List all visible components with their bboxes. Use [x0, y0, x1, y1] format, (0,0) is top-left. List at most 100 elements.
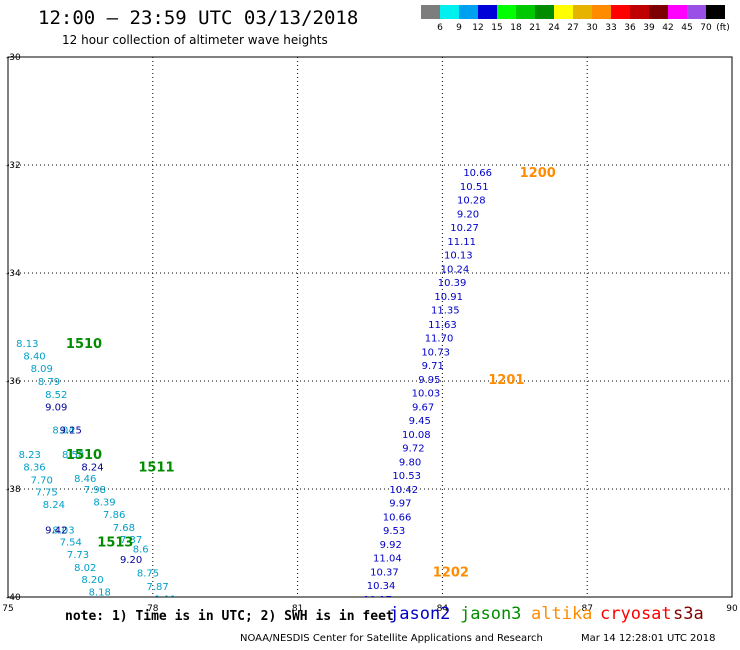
x-tick-label: 75 — [2, 604, 13, 614]
color-scale-label: 6 — [437, 23, 443, 33]
wave-height-label: 10.42 — [389, 485, 418, 496]
plot-frame — [7, 56, 733, 598]
wave-height-label: 10.73 — [421, 347, 450, 358]
wave-height-label: 10.39 — [438, 278, 467, 289]
wave-height-label: 8.09 — [31, 364, 53, 375]
color-scale-label: 36 — [624, 23, 636, 33]
color-scale-label: 33 — [605, 23, 617, 33]
satellite-legend-altika: altika — [531, 604, 593, 624]
wave-height-label: 9.53 — [383, 526, 405, 537]
wave-height-label: 7.54 — [60, 537, 82, 548]
pass-time-label: 1202 — [433, 566, 469, 581]
wave-height-label: 8.59 — [110, 625, 132, 636]
color-swatch — [630, 5, 649, 19]
wave-height-label: 9.20 — [457, 210, 479, 221]
color-scale-label: 27 — [567, 23, 579, 33]
satellite-legend-jason3: jason3 — [460, 604, 522, 624]
wave-height-label: 7.58 — [178, 632, 200, 643]
y-tick-label: -36 — [6, 377, 21, 387]
pass-time-label: 1513 — [97, 535, 133, 550]
color-swatch — [649, 5, 668, 19]
color-scale-label: 24 — [548, 23, 560, 33]
wave-height-label: 10.66 — [463, 168, 492, 179]
color-swatch — [573, 5, 592, 19]
y-tick-label: -32 — [6, 161, 21, 171]
wave-height-label: 11.63 — [428, 320, 457, 331]
wave-height-label: 9.42 — [45, 526, 67, 537]
satellite-legend-s3a: s3a — [673, 604, 704, 624]
wave-height-label: 10.34 — [367, 581, 396, 592]
chart-title: 12:00 – 23:59 UTC 03/13/2018 — [38, 7, 359, 29]
wave-height-label: 11.04 — [373, 554, 402, 565]
wave-height-label: 8.23 — [19, 450, 41, 461]
wave-height-label: 10.66 — [383, 513, 412, 524]
color-swatch — [535, 5, 554, 19]
satellite-legend-jason2: jason2 — [389, 604, 451, 624]
wave-height-label: 8.6 — [133, 544, 149, 555]
footer-timestamp: Mar 14 12:28:01 UTC 2018 — [581, 633, 716, 644]
wave-height-label: 9.67 — [412, 402, 434, 413]
chart-subtitle: 12 hour collection of altimeter wave hei… — [62, 33, 328, 47]
color-scale-label: 18 — [510, 23, 522, 33]
color-scale-label: 39 — [643, 23, 655, 33]
color-swatch — [687, 5, 706, 19]
color-scale-label: 12 — [472, 23, 484, 33]
wave-height-label: 9.97 — [389, 499, 411, 510]
wave-height-label: 8.46 — [74, 474, 96, 485]
color-scale-label: 70 — [700, 23, 712, 33]
wave-height-label: 8.04 — [52, 426, 74, 437]
x-tick-label: 90 — [726, 604, 738, 614]
color-swatch — [592, 5, 611, 19]
wave-height-label: 9.95 — [418, 375, 440, 386]
wave-height-label: 10.53 — [392, 471, 421, 482]
wave-height-label: 9.80 — [399, 457, 421, 468]
wave-height-label: 8.40 — [23, 352, 45, 363]
wave-height-label: 10.37 — [370, 568, 399, 579]
wave-height-label: 8.58 — [62, 450, 84, 461]
wave-height-label: 10.24 — [441, 265, 470, 276]
wave-height-label: 8.39 — [93, 497, 115, 508]
satellite-legend-cryosat: cryosat — [600, 604, 672, 624]
x-tick-label: 81 — [292, 604, 303, 614]
y-tick-label: -30 — [6, 53, 21, 63]
wave-height-label: 8.24 — [81, 462, 103, 473]
wave-height-label: 8.36 — [23, 462, 45, 473]
wave-height-label: 7.87 — [146, 582, 168, 593]
wave-height-label: 9.92 — [380, 540, 402, 551]
wave-height-label: 7.73 — [67, 550, 89, 561]
wave-height-label: 10.27 — [450, 223, 479, 234]
color-swatch — [421, 5, 440, 19]
wave-height-label: 8.03 — [52, 526, 74, 537]
wave-height-label: 10.28 — [457, 196, 486, 207]
color-scale-label: 15 — [491, 23, 503, 33]
wave-height-label: 9.20 — [120, 555, 142, 566]
color-swatch — [478, 5, 497, 19]
wave-height-label: 7.98 — [84, 485, 106, 496]
wave-height-label: 7.75 — [35, 488, 57, 499]
wave-height-label: 9.09 — [45, 402, 67, 413]
x-tick-label: 87 — [581, 604, 592, 614]
color-swatch — [459, 5, 478, 19]
wave-height-label: 10.13 — [444, 251, 473, 262]
wave-height-label: 11.35 — [431, 306, 460, 317]
color-swatch — [440, 5, 459, 19]
wave-height-label: 10.08 — [402, 430, 431, 441]
color-swatch — [516, 5, 535, 19]
color-swatch — [706, 5, 725, 19]
wave-height-label: 9.71 — [422, 361, 444, 372]
color-scale-label: 45 — [681, 23, 693, 33]
color-swatch — [668, 5, 687, 19]
wave-height-label: 7.61 — [185, 645, 207, 650]
wave-height-label: 8.24 — [43, 500, 65, 511]
wave-height-label: 8.02 — [74, 563, 96, 574]
wave-height-label: 7.70 — [31, 475, 53, 486]
y-tick-label: -38 — [6, 485, 21, 495]
color-swatch — [611, 5, 630, 19]
wave-height-label: 10.91 — [434, 292, 463, 303]
color-scale-label: 30 — [586, 23, 598, 33]
color-swatch — [554, 5, 573, 19]
pass-time-label: 1510 — [66, 337, 102, 352]
wave-height-label: 8.41 — [118, 638, 140, 649]
color-scale-unit: (ft) — [716, 23, 730, 33]
wave-height-label: 8.09 — [154, 595, 176, 606]
